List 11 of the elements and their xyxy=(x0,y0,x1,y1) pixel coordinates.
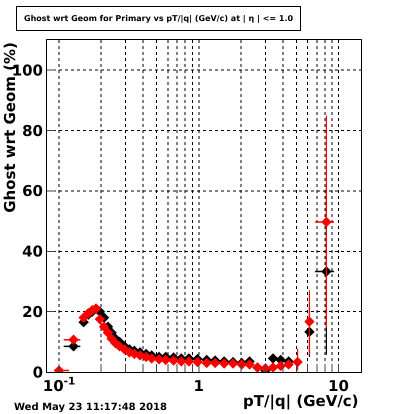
x-tick-label: 10 xyxy=(328,377,349,395)
y-tick-label: 80 xyxy=(22,122,43,140)
y-tick-label: 60 xyxy=(22,182,43,200)
chart-title: Ghost wrt Geom for Primary vs pT/|q| (GeV/c) at | η | <= 1.0 xyxy=(24,14,294,23)
x-tick-label: 10$^{-1}$ xyxy=(42,376,76,395)
x-tick-label: 1 xyxy=(194,377,204,395)
y-tick-label: 0 xyxy=(32,363,43,382)
y-tick-label: 20 xyxy=(22,302,43,321)
x-axis-title: pT/|q| (GeV/c) xyxy=(243,392,359,410)
y-tick-label: 40 xyxy=(22,242,43,261)
text: Wed May 23 11:17:48 2018 xyxy=(14,402,167,413)
